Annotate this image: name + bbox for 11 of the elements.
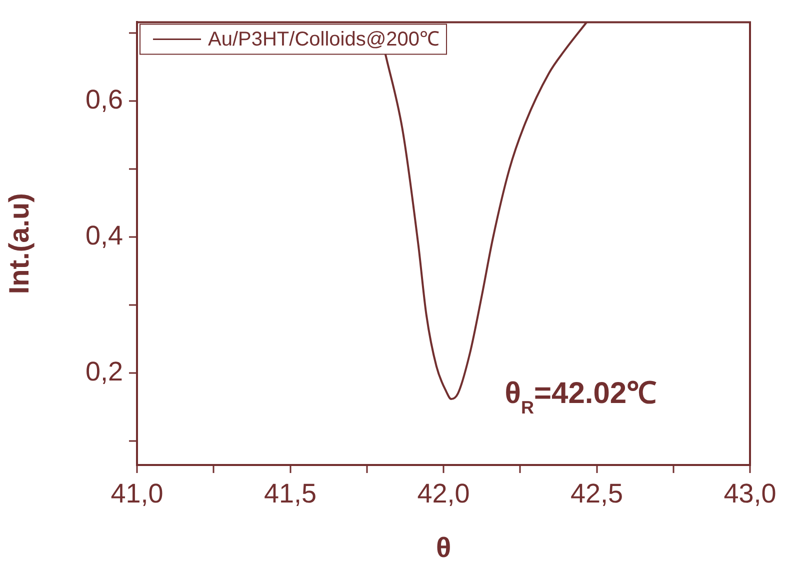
y-tick-label: 0,4 — [85, 220, 123, 251]
y-tick-label: 0,6 — [85, 84, 123, 115]
x-tick-label: 42,5 — [570, 478, 624, 509]
x-tick-label: 42,0 — [417, 478, 470, 509]
y-tick-label: 0,2 — [85, 356, 123, 387]
x-tick-label: 41,5 — [264, 478, 317, 509]
legend-label: Au/P3HT/Colloids@200℃ — [208, 28, 440, 51]
x-axis-title: θ — [436, 532, 452, 563]
x-tick-label: 41,0 — [110, 478, 164, 509]
x-tick-label: 43,0 — [724, 478, 776, 509]
y-axis-title: Int.(a.u) — [4, 193, 35, 294]
